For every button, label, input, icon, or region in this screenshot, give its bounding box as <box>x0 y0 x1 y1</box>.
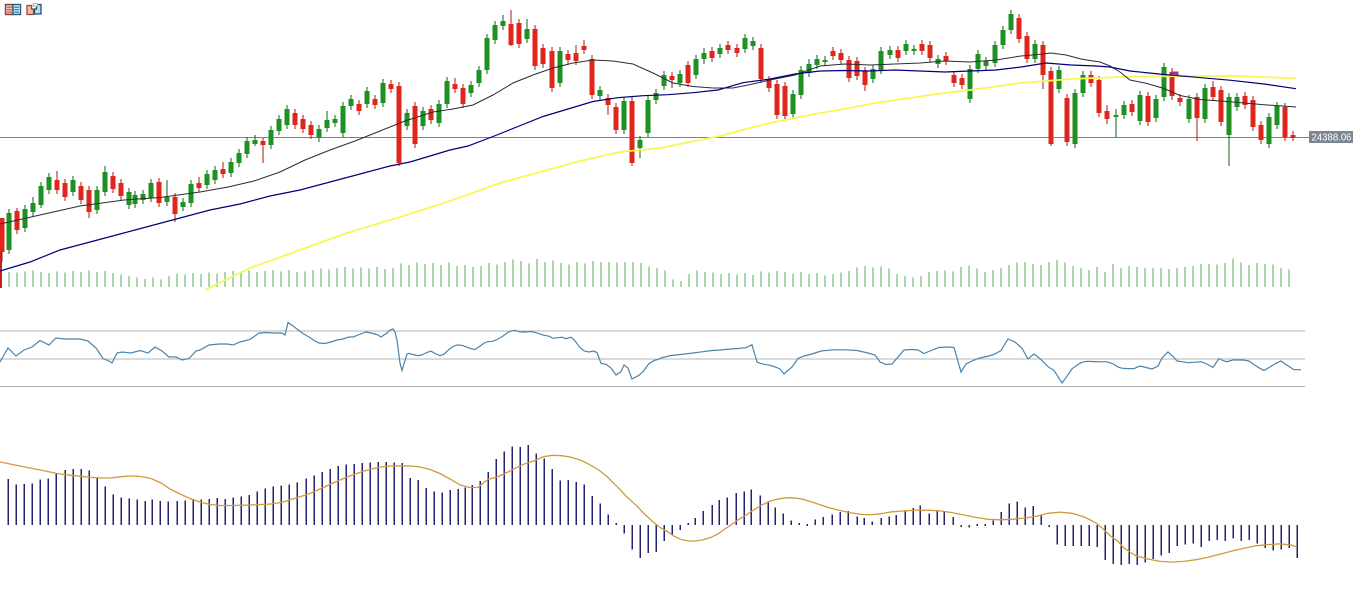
svg-text:24388.06: 24388.06 <box>1312 132 1352 144</box>
